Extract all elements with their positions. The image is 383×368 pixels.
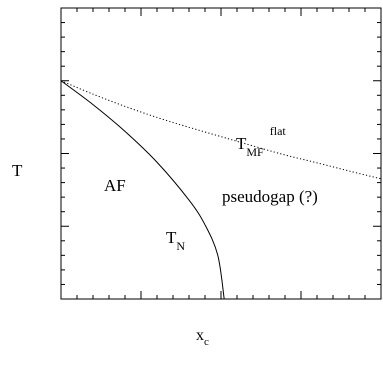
pseudogap-region-label: pseudogap (?) (222, 187, 318, 206)
x-axis-label: xc (196, 327, 209, 348)
plot-frame (60, 7, 382, 300)
tn-curve-label: TN (166, 228, 185, 253)
phase-curves (60, 80, 382, 300)
tmf-curve-label: TMFflat (236, 124, 286, 159)
tmf-flat-curve (60, 80, 382, 180)
axis-ticks (61, 8, 381, 299)
y-axis-label: T (12, 161, 23, 180)
af-region-label: AF (104, 176, 126, 195)
tn-curve (60, 80, 225, 300)
